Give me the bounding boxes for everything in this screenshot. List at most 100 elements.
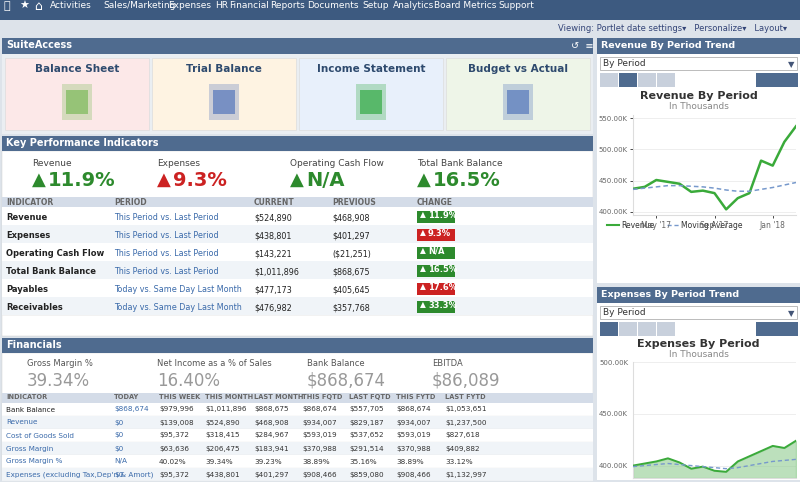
- Text: ▲: ▲: [420, 246, 426, 255]
- Text: $827,618: $827,618: [445, 432, 480, 439]
- FancyBboxPatch shape: [446, 58, 590, 130]
- Text: In Thousands: In Thousands: [669, 350, 729, 359]
- Text: Revenue By Period: Revenue By Period: [640, 91, 758, 101]
- Text: $868,674: $868,674: [307, 372, 386, 390]
- FancyBboxPatch shape: [2, 297, 593, 315]
- FancyBboxPatch shape: [417, 247, 455, 259]
- Text: ▼: ▼: [788, 60, 794, 69]
- Text: $183,941: $183,941: [254, 445, 289, 452]
- FancyBboxPatch shape: [66, 90, 88, 114]
- FancyBboxPatch shape: [619, 322, 637, 336]
- Text: Documents: Documents: [307, 1, 358, 11]
- Text: $477,173: $477,173: [254, 285, 292, 294]
- FancyBboxPatch shape: [417, 211, 455, 223]
- Text: $0: $0: [114, 445, 123, 452]
- Text: PERIOD: PERIOD: [114, 198, 146, 207]
- Text: THIS WEEK: THIS WEEK: [159, 394, 200, 400]
- Text: SuiteAccess: SuiteAccess: [6, 40, 72, 50]
- FancyBboxPatch shape: [638, 73, 656, 87]
- Text: 38.89%: 38.89%: [396, 458, 424, 465]
- FancyBboxPatch shape: [2, 403, 593, 416]
- FancyBboxPatch shape: [756, 322, 798, 336]
- Text: EBITDA: EBITDA: [432, 359, 462, 368]
- Text: Reports: Reports: [270, 1, 305, 11]
- Text: This Period vs. Last Period: This Period vs. Last Period: [114, 249, 218, 258]
- FancyBboxPatch shape: [2, 442, 593, 455]
- Text: $206,475: $206,475: [205, 445, 240, 452]
- Text: Financial: Financial: [229, 1, 269, 11]
- Text: Expenses: Expenses: [168, 1, 211, 11]
- Text: 39.23%: 39.23%: [254, 458, 282, 465]
- Text: 16.5%: 16.5%: [433, 171, 501, 189]
- Text: $859,080: $859,080: [349, 471, 384, 478]
- Text: $1,011,896: $1,011,896: [254, 267, 299, 276]
- Text: $908,466: $908,466: [396, 471, 430, 478]
- FancyBboxPatch shape: [600, 57, 797, 70]
- FancyBboxPatch shape: [507, 90, 529, 114]
- Text: Total Bank Balance: Total Bank Balance: [6, 267, 96, 276]
- Text: Support: Support: [498, 1, 534, 11]
- Text: $524,890: $524,890: [205, 419, 240, 426]
- FancyBboxPatch shape: [2, 468, 593, 481]
- Text: This Period vs. Last Period: This Period vs. Last Period: [114, 267, 218, 276]
- Text: THIS FQTD: THIS FQTD: [302, 394, 342, 400]
- Text: $438,801: $438,801: [254, 231, 291, 240]
- Text: Expenses By Period: Expenses By Period: [638, 339, 760, 349]
- Text: $908,466: $908,466: [302, 471, 337, 478]
- FancyBboxPatch shape: [597, 38, 800, 54]
- Text: LAST FQTD: LAST FQTD: [349, 394, 390, 400]
- Text: 16.40%: 16.40%: [157, 372, 220, 390]
- FancyBboxPatch shape: [657, 73, 675, 87]
- Text: $524,890: $524,890: [254, 213, 292, 222]
- Text: Activities: Activities: [50, 1, 92, 11]
- Text: This Period vs. Last Period: This Period vs. Last Period: [114, 231, 218, 240]
- Text: ▲: ▲: [157, 171, 171, 189]
- Text: ▲: ▲: [420, 265, 426, 273]
- Text: $1,132,997: $1,132,997: [445, 471, 486, 478]
- Text: $979,996: $979,996: [159, 406, 194, 413]
- Text: $868,675: $868,675: [254, 406, 289, 413]
- FancyBboxPatch shape: [503, 84, 533, 120]
- FancyBboxPatch shape: [2, 243, 593, 261]
- Text: $476,982: $476,982: [254, 303, 292, 312]
- Text: Revenue: Revenue: [621, 220, 654, 229]
- Text: Setup: Setup: [362, 1, 389, 11]
- Text: Moving Average: Moving Average: [681, 220, 742, 229]
- FancyBboxPatch shape: [417, 283, 455, 295]
- Text: $1,053,651: $1,053,651: [445, 406, 486, 413]
- Text: HR: HR: [215, 1, 228, 11]
- Text: $143,221: $143,221: [254, 249, 292, 258]
- Text: Gross Margin: Gross Margin: [6, 445, 54, 452]
- Text: ▲: ▲: [420, 228, 426, 238]
- Text: CHANGE: CHANGE: [417, 198, 453, 207]
- Text: $1,237,500: $1,237,500: [445, 419, 486, 426]
- Text: ▲: ▲: [420, 300, 426, 309]
- FancyBboxPatch shape: [417, 301, 455, 313]
- Text: Key Performance Indicators: Key Performance Indicators: [6, 138, 158, 148]
- Text: $284,967: $284,967: [254, 432, 289, 439]
- FancyBboxPatch shape: [2, 338, 593, 353]
- Text: Today vs. Same Day Last Month: Today vs. Same Day Last Month: [114, 285, 242, 294]
- Text: Gross Margin %: Gross Margin %: [6, 458, 62, 465]
- Text: $86,089: $86,089: [432, 372, 501, 390]
- Text: Today vs. Same Day Last Month: Today vs. Same Day Last Month: [114, 303, 242, 312]
- Text: $829,187: $829,187: [349, 419, 384, 426]
- Text: Analytics: Analytics: [393, 1, 434, 11]
- FancyBboxPatch shape: [360, 90, 382, 114]
- Text: CURRENT: CURRENT: [254, 198, 294, 207]
- FancyBboxPatch shape: [62, 84, 92, 120]
- Text: 38.89%: 38.89%: [302, 458, 330, 465]
- FancyBboxPatch shape: [2, 136, 593, 151]
- Text: $318,415: $318,415: [205, 432, 240, 439]
- Text: $0: $0: [114, 419, 123, 426]
- Text: $291,514: $291,514: [349, 445, 384, 452]
- Text: Bank Balance: Bank Balance: [6, 406, 55, 413]
- Text: 9.3%: 9.3%: [428, 228, 451, 238]
- Text: $1,011,896: $1,011,896: [205, 406, 246, 413]
- Text: Revenue: Revenue: [6, 419, 38, 426]
- Text: Trial Balance: Trial Balance: [186, 64, 262, 74]
- FancyBboxPatch shape: [600, 322, 618, 336]
- Text: 33.3%: 33.3%: [428, 300, 457, 309]
- FancyBboxPatch shape: [756, 73, 798, 87]
- Text: Gross Margin %: Gross Margin %: [27, 359, 93, 368]
